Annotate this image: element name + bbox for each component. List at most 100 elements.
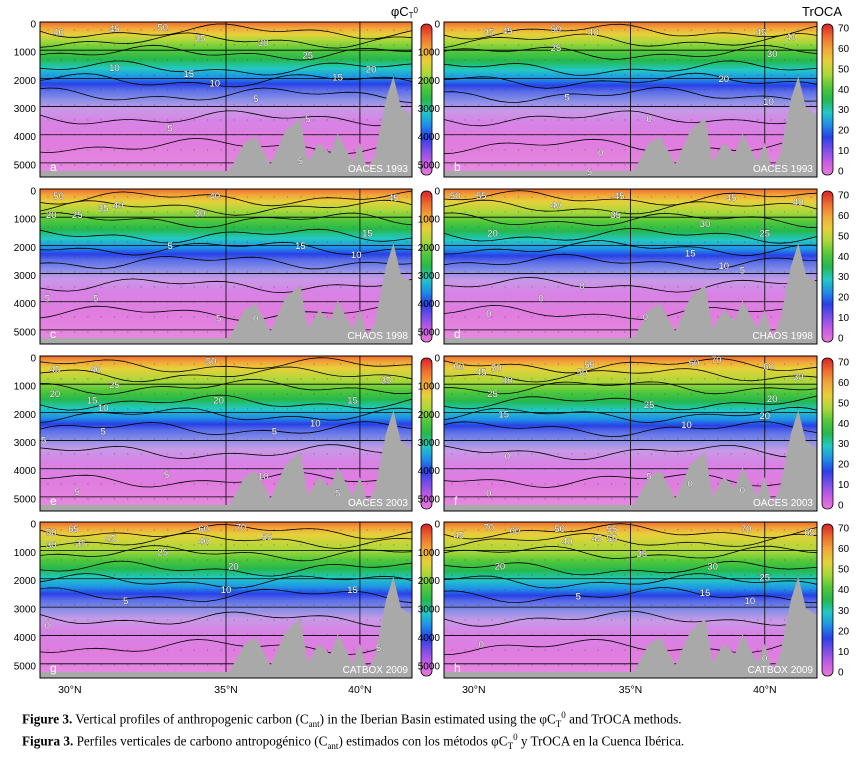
depth-tick-label: 3000 [418, 271, 441, 282]
contour-label: 5 [376, 643, 381, 654]
colorbar-tick-label: 60 [838, 544, 850, 555]
method-title-right: TrOCA [802, 4, 842, 19]
colorbar: 70 60 50 40 30 20 10 0 [821, 191, 850, 345]
panel-letter: b [454, 160, 461, 174]
contour-line [39, 444, 413, 459]
contour-label: 30 [700, 219, 711, 230]
panel-frame [39, 188, 413, 345]
contour-label: 55 [607, 524, 618, 535]
contour-label: 0 [253, 314, 258, 325]
contour-label: 35 [484, 27, 495, 38]
contour-label: 45 [105, 534, 116, 545]
contour-label: 5 [45, 294, 50, 305]
contour-line [39, 241, 413, 256]
contour-label: 60 [454, 361, 465, 372]
contour-label: 25 [644, 400, 655, 411]
contour-label: 30 [258, 38, 269, 49]
contour-label: 5 [93, 294, 98, 305]
contour-label: 55 [476, 191, 487, 202]
latitude-tick-label: 35°N [619, 684, 642, 696]
contour-label: 45 [592, 534, 603, 545]
seafloor-base [40, 672, 412, 678]
colorbar-gradient [821, 23, 834, 176]
contour-line [39, 199, 413, 216]
colorbar: 70 60 50 40 30 20 10 0 [821, 524, 850, 679]
contour-line [443, 60, 818, 76]
seafloor-bathymetry [226, 76, 412, 177]
contour-line [39, 471, 413, 488]
contour-line [443, 227, 818, 244]
contour-line [444, 381, 818, 395]
contour-label: 45 [454, 531, 465, 542]
latitude-tick-label: 35°N [214, 684, 237, 696]
colorbar-gradient [420, 357, 433, 510]
contour-line [39, 573, 413, 589]
contour-label: 45 [476, 368, 487, 379]
depth-tick-label: 4000 [418, 132, 441, 143]
depth-tick-label: 3000 [14, 605, 37, 616]
contour-label: 0 [479, 640, 484, 651]
contour-label: 30 [195, 208, 206, 219]
colorbar-tick-label: 50 [838, 64, 850, 75]
depth-tick-label: 4000 [418, 466, 441, 477]
contour-label: 50 [206, 357, 217, 368]
contour-line [39, 278, 413, 294]
seafloor-bathymetry [630, 410, 817, 511]
contour-label: 50 [554, 524, 565, 535]
contour-label: 5 [216, 314, 221, 325]
contour-label: 10 [109, 63, 120, 74]
contour-label: 20 [366, 65, 377, 76]
seafloor-bathymetry [226, 576, 412, 678]
contour-label: 0 [740, 485, 745, 496]
seafloor-base [40, 505, 412, 511]
contour-label: 10 [98, 403, 109, 414]
contour-label: 25 [760, 228, 771, 239]
depth-tick-label: 0 [434, 354, 440, 365]
depth-tick-label: 5000 [14, 160, 37, 171]
contour-line [443, 199, 818, 215]
contour-line [443, 533, 818, 549]
contour-label: 60 [198, 524, 209, 535]
seafloor-base [444, 338, 817, 344]
depth-tick-label: 1000 [14, 215, 37, 226]
depth-tick-label: 1000 [418, 48, 441, 59]
contour-label: 15 [685, 249, 696, 260]
contour-label: 30 [793, 372, 804, 383]
seafloor-bathymetry [630, 576, 817, 678]
panel-letter: d [454, 327, 461, 341]
colorbar-tick-label: 40 [838, 252, 850, 263]
contour-label: 5 [101, 426, 106, 437]
contour-line [443, 545, 818, 559]
contour-line [443, 473, 818, 488]
contour-label: 25 [158, 548, 169, 559]
contour-line [443, 276, 818, 293]
contour-line [39, 407, 413, 423]
colorbar-tick-label: 10 [838, 480, 850, 491]
contour-label: 70 [711, 355, 722, 366]
contour-label: 65 [68, 524, 79, 535]
depth-tick-label: 1000 [14, 548, 37, 559]
colorbar-tick-label: 30 [838, 105, 850, 116]
panel-frame [443, 355, 818, 512]
contour-label: 0 [646, 114, 651, 125]
colorbar-tick-label: 20 [838, 460, 850, 471]
depth-tick-label: 3000 [418, 605, 441, 616]
colorbar-tick-label: 20 [838, 126, 850, 137]
depth-tick-label: 4000 [14, 299, 37, 310]
contour-line [443, 638, 818, 655]
contour-line [39, 23, 413, 40]
contour-label: 15 [87, 395, 98, 406]
seafloor-bathymetry [630, 243, 817, 344]
contour-label: 20 [213, 395, 224, 406]
contour-label: 55 [607, 534, 618, 545]
contour-label: 5 [253, 94, 258, 105]
contour-label: 50 [577, 368, 588, 379]
depth-tick-label: 1000 [14, 382, 37, 393]
contour-line [39, 532, 413, 549]
contour-label: 5 [168, 241, 173, 252]
contour-line [39, 357, 413, 373]
colorbar-tick-label: 30 [838, 439, 850, 450]
contour-line [443, 610, 818, 627]
contour-line [443, 253, 818, 270]
